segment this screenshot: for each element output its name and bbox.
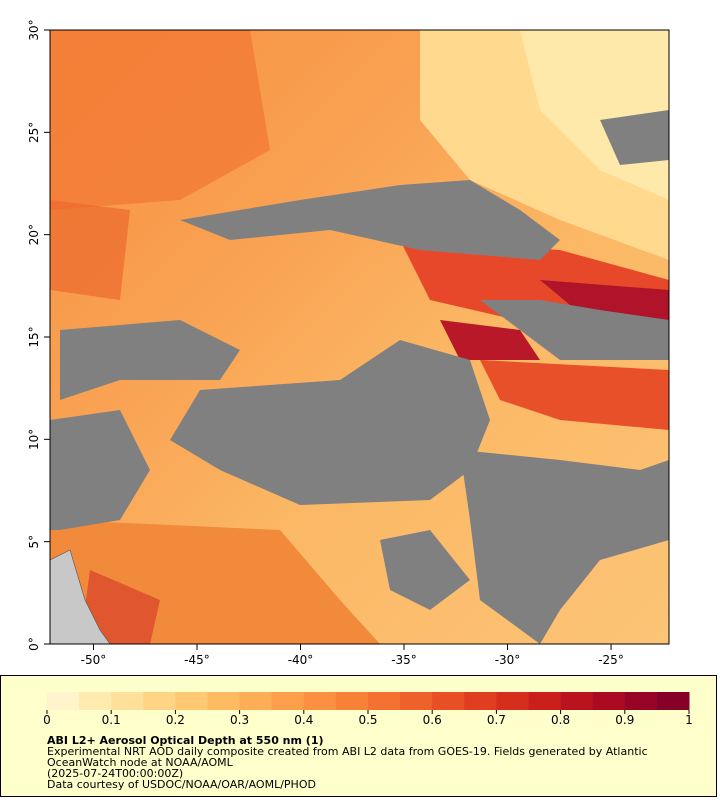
colorbar-swatch <box>592 692 626 710</box>
legend-line: Data courtesy of USDOC/NOAA/OAR/AOML/PHO… <box>47 778 316 791</box>
colorbar-swatch <box>207 692 241 710</box>
x-tick-label: -30° <box>495 653 521 667</box>
x-tick-label: -40° <box>288 653 314 667</box>
aod-image <box>50 30 669 644</box>
x-tick-label: -45° <box>184 653 210 667</box>
colorbar-swatch <box>624 692 658 710</box>
colorbar-tick-label: 0.6 <box>423 713 442 727</box>
colorbar-swatch <box>368 692 401 710</box>
legend-title: ABI L2+ Aerosol Optical Depth at 550 nm … <box>47 734 324 747</box>
colorbar-swatch <box>79 692 112 710</box>
colorbar-swatch <box>496 692 529 710</box>
colorbar-tick-label: 0.8 <box>551 713 570 727</box>
legend-line: (2025-07-24T00:00:00Z) <box>47 767 183 780</box>
y-tick-label: 5° <box>27 535 41 549</box>
colorbar-swatch <box>303 692 337 710</box>
x-tick-label: -25° <box>598 653 624 667</box>
colorbar-swatch <box>656 692 690 710</box>
x-tick-label: -35° <box>391 653 417 667</box>
colorbar-tick-label: 0.3 <box>230 713 249 727</box>
colorbar-swatch <box>335 692 369 710</box>
colorbar-swatch <box>47 692 80 710</box>
colorbar-tick-label: 0.5 <box>358 713 377 727</box>
colorbar-swatch <box>528 692 562 710</box>
colorbar-swatch <box>175 692 208 710</box>
colorbar-tick-label: 0 <box>43 713 51 727</box>
colorbar-tick-label: 0.4 <box>294 713 313 727</box>
y-tick-label: 25° <box>27 122 41 143</box>
colorbar-tick-label: 1 <box>685 713 693 727</box>
colorbar-swatch <box>432 692 465 710</box>
colorbar-swatch <box>271 692 305 710</box>
y-tick-label: 10° <box>27 429 41 450</box>
colorbar-tick-label: 0.1 <box>102 713 121 727</box>
y-tick-label: 20° <box>27 224 41 245</box>
y-tick-label: 0° <box>27 637 41 651</box>
colorbar-swatch <box>143 692 176 710</box>
colorbar-swatch <box>111 692 144 710</box>
colorbar-swatch <box>560 692 594 710</box>
legend-line: Experimental NRT AOD daily composite cre… <box>47 745 648 758</box>
colorbar-tick-label: 0.9 <box>615 713 634 727</box>
legend-line: OceanWatch node at NOAA/AOML <box>47 756 234 769</box>
no-data <box>50 110 669 644</box>
colorbar-swatch <box>464 692 497 710</box>
y-tick-label: 15° <box>27 326 41 347</box>
colorbar-tick-label: 0.2 <box>166 713 185 727</box>
x-tick-label: -50° <box>81 653 107 667</box>
colorbar-tick-label: 0.7 <box>487 713 506 727</box>
colorbar-swatch <box>239 692 273 710</box>
y-tick-label: 30° <box>27 19 41 40</box>
colorbar-swatch <box>400 692 433 710</box>
